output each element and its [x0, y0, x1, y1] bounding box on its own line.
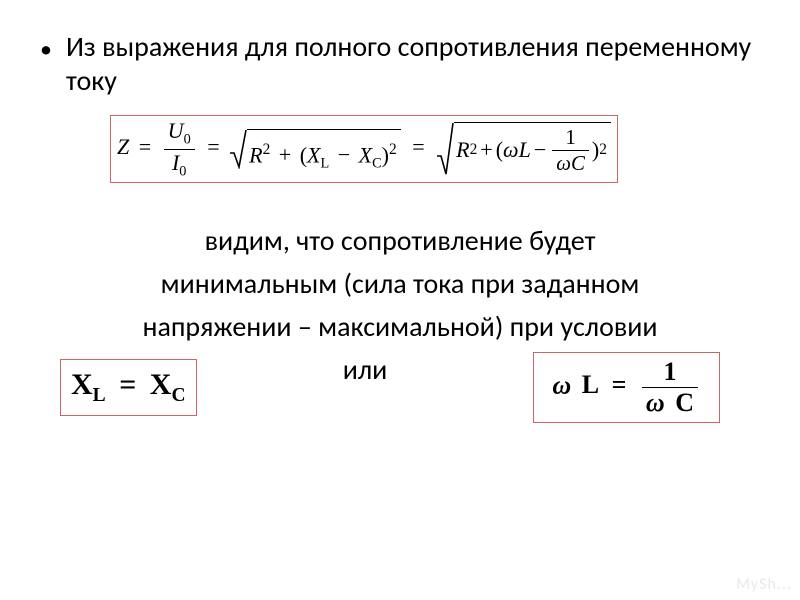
sym-U: U — [168, 118, 184, 143]
or-label: или — [343, 352, 388, 387]
lf-XC-sub: C — [171, 385, 185, 406]
sym-minus-1: − — [335, 142, 353, 167]
sym-rp-1: ) — [382, 142, 389, 167]
sqrt-2: R2 + (ωL − 1 ωC )2 — [436, 122, 611, 176]
sym-XL: X — [307, 142, 320, 167]
bullet-text: Из выражения для полного сопротивления п… — [66, 30, 760, 97]
sym-paren1-sq: 2 — [389, 141, 397, 158]
wl-eq-1wc-formula: ω L = 1 ω C — [533, 352, 720, 423]
middle-text-3: напряжении – максимальной) при условии — [70, 309, 730, 344]
rf-omega-1: ω — [552, 370, 571, 399]
sym-omega-1: ω — [503, 137, 519, 163]
sym-paren2-sq: 2 — [599, 141, 607, 159]
sym-minus-2: − — [531, 137, 549, 163]
bullet-line: • Из выражения для полного сопротивления… — [40, 30, 760, 97]
watermark: MySh... — [736, 575, 792, 594]
sqrt-1: R2 + (XL − XC)2 — [229, 129, 401, 169]
rf-one: 1 — [642, 357, 698, 387]
wl-eq-1wc-container: ω L = 1 ω C — [533, 352, 720, 423]
sym-plus-1: + — [276, 142, 294, 167]
slide: • Из выражения для полного сопротивления… — [0, 0, 800, 600]
lf-XC: X — [150, 368, 172, 401]
radical-icon — [229, 129, 247, 169]
sym-eq-2: = — [203, 134, 223, 159]
lf-XL: X — [71, 368, 93, 401]
frac-1-wC: 1 ωC — [552, 125, 589, 176]
sym-omega-2: ω — [556, 151, 571, 175]
rf-C: C — [675, 388, 694, 417]
sym-I-sub: 0 — [179, 163, 186, 179]
sym-rp-2: ) — [592, 137, 599, 163]
impedance-formula-container: Z = U0 I0 = R2 + (XL − — [110, 115, 760, 183]
lf-eq: = — [113, 368, 142, 401]
xl-eq-xc-container: XL = XC — [60, 359, 197, 416]
sym-lp-1: ( — [300, 142, 307, 167]
bullet-marker: • — [40, 36, 52, 65]
rf-eq: = — [606, 370, 633, 399]
xl-eq-xc-formula: XL = XC — [60, 359, 197, 416]
sym-eq-1: = — [135, 134, 155, 159]
impedance-formula: Z = U0 I0 = R2 + (XL − — [110, 115, 618, 183]
middle-text-1: видим, что сопротивление будет — [70, 223, 730, 258]
middle-text-2: минимальным (сила тока при заданном — [70, 266, 730, 301]
sym-U-sub: 0 — [184, 132, 191, 148]
sym-R-1: R — [249, 142, 262, 167]
sym-XC: X — [359, 142, 372, 167]
frac-U0-I0: U0 I0 — [164, 118, 195, 180]
sym-plus-2: + — [477, 137, 495, 163]
sym-XC-sub: C — [372, 156, 382, 172]
sym-R2-sq: 2 — [470, 141, 478, 159]
sym-L-1: L — [519, 137, 531, 163]
radical-icon — [436, 122, 454, 176]
sym-R1-sq: 2 — [263, 141, 271, 158]
lf-XL-sub: L — [93, 385, 106, 406]
sym-one: 1 — [552, 125, 589, 150]
sym-C-1: C — [571, 151, 585, 175]
rf-L: L — [582, 370, 599, 399]
rf-frac: 1 ω C — [642, 357, 698, 418]
sym-R-2: R — [456, 137, 469, 163]
sym-XL-sub: L — [321, 156, 330, 172]
sym-lp-2: ( — [496, 137, 503, 163]
condition-row: XL = XC или ω L = 1 ω C — [40, 352, 760, 423]
rf-omega-2: ω — [646, 388, 665, 417]
sym-eq-3: = — [406, 134, 430, 159]
sym-Z: Z — [117, 134, 129, 159]
